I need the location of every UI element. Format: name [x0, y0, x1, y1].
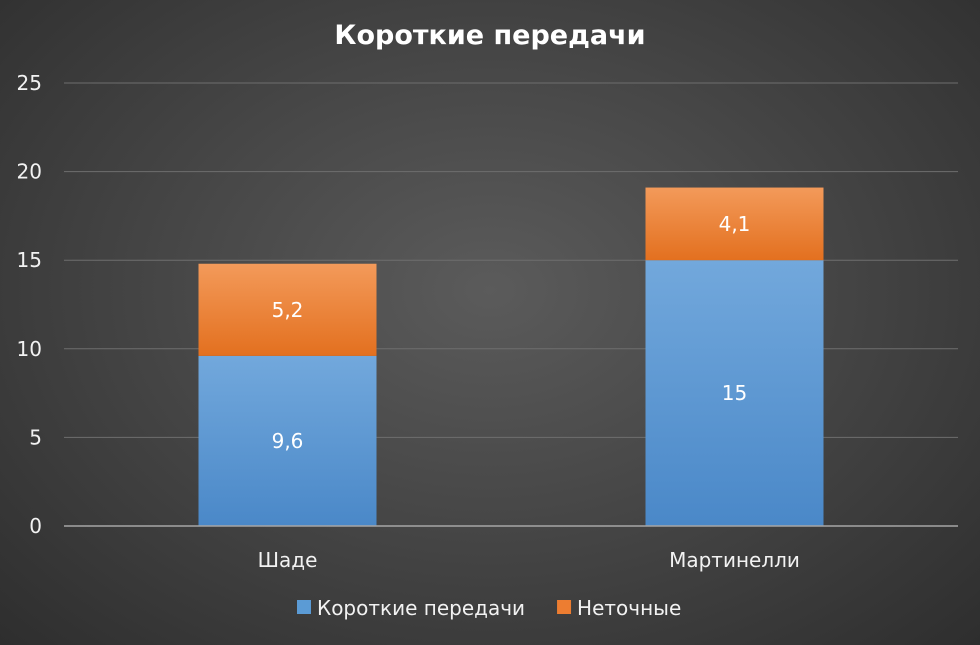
bar-inaccurate [198, 263, 377, 356]
data-label: 5,2 [272, 298, 304, 322]
y-tick-label: 5 [29, 425, 42, 449]
legend: Короткие передачи Неточные [297, 596, 681, 620]
gridlines [64, 82, 958, 438]
y-tick-label: 25 [17, 71, 42, 95]
chart-title: Короткие передачи [334, 20, 645, 51]
legend-swatch [297, 600, 311, 614]
legend-label: Короткие передачи [317, 596, 525, 620]
bars: 9,6 5,2 15 4,1 [198, 187, 824, 526]
category-label: Мартинелли [669, 548, 800, 572]
data-label: 4,1 [719, 212, 751, 236]
category-label: Шаде [258, 548, 318, 572]
data-label: 15 [722, 381, 747, 405]
legend-swatch [557, 600, 572, 614]
y-tick-label: 10 [17, 337, 42, 361]
data-label: 9,6 [272, 429, 304, 453]
x-axis: Шаде Мартинелли [64, 525, 958, 572]
legend-label: Неточные [577, 596, 681, 620]
bar-short-passes [645, 260, 824, 526]
bar-short-passes [198, 355, 377, 526]
y-tick-label: 20 [17, 160, 42, 184]
bar-inaccurate [645, 187, 824, 261]
y-tick-label: 0 [29, 514, 42, 538]
y-tick-label: 15 [17, 248, 42, 272]
y-axis: 0 5 10 15 20 25 [17, 71, 42, 538]
